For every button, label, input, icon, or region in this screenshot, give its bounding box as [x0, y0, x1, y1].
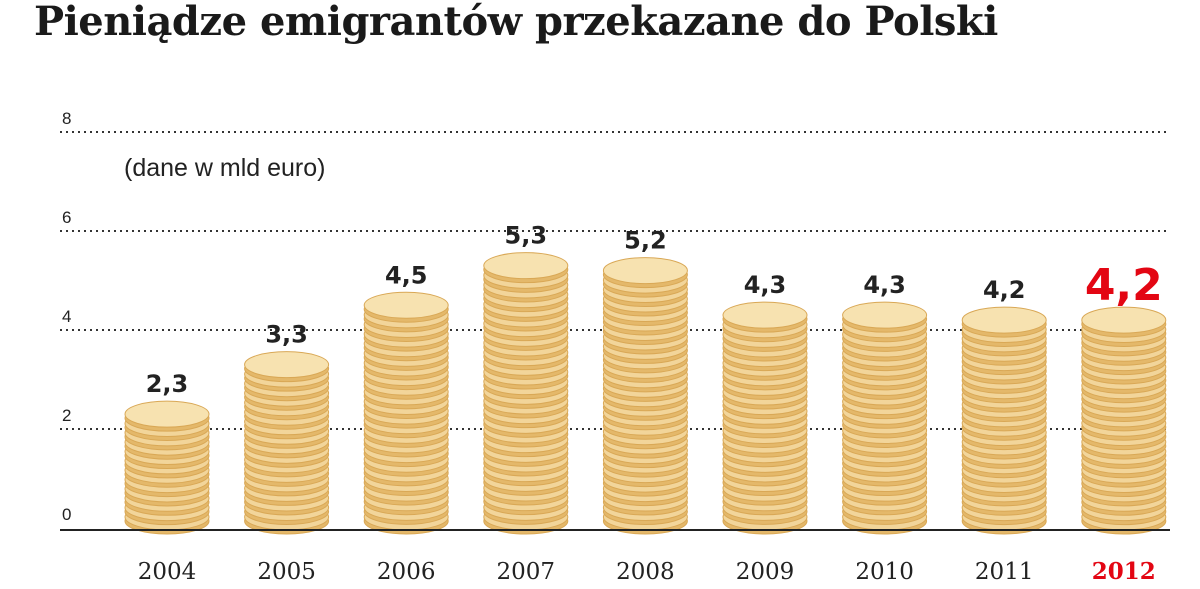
bar-coin-stack [602, 257, 688, 535]
chart-title: Pieniądze emigrantów przekazane do Polsk… [34, 0, 998, 45]
x-tick-label: 2004 [138, 559, 197, 585]
bar-coin-stack [722, 301, 808, 535]
bar-coin-stack [961, 306, 1047, 535]
value-label: 4,3 [744, 271, 787, 299]
value-label: 4,3 [863, 271, 906, 299]
y-tick-label: 4 [62, 307, 71, 326]
value-label: 4,2 [983, 276, 1026, 304]
x-tick-label: 2012 [1092, 558, 1156, 585]
x-tick-label: 2006 [377, 559, 436, 585]
x-tick-label: 2007 [497, 559, 556, 585]
bar-coin-stack [244, 351, 330, 535]
value-label: 5,3 [505, 222, 548, 250]
bar-coin-stack [1081, 306, 1167, 535]
y-tick-label: 8 [62, 109, 71, 128]
bar-coin-stack [363, 291, 449, 535]
chart-subtitle: (dane w mld euro) [124, 154, 325, 182]
bar-coin-stack [124, 400, 210, 535]
value-label: 2,3 [146, 370, 189, 398]
x-tick-label: 2005 [257, 559, 316, 585]
value-label: 4,2 [1085, 260, 1163, 311]
value-label: 3,3 [265, 321, 308, 349]
x-tick-label: 2009 [736, 559, 795, 585]
bar-coin-stack [483, 252, 569, 535]
x-tick-label: 2010 [855, 559, 914, 585]
y-tick-label: 2 [62, 406, 71, 425]
bar-coin-stack [842, 301, 928, 535]
y-tick-label: 0 [62, 505, 71, 524]
x-tick-label: 2008 [616, 559, 675, 585]
x-tick-label: 2011 [975, 559, 1034, 585]
value-label: 5,2 [624, 227, 667, 255]
y-tick-label: 6 [62, 208, 71, 227]
value-label: 4,5 [385, 261, 428, 289]
